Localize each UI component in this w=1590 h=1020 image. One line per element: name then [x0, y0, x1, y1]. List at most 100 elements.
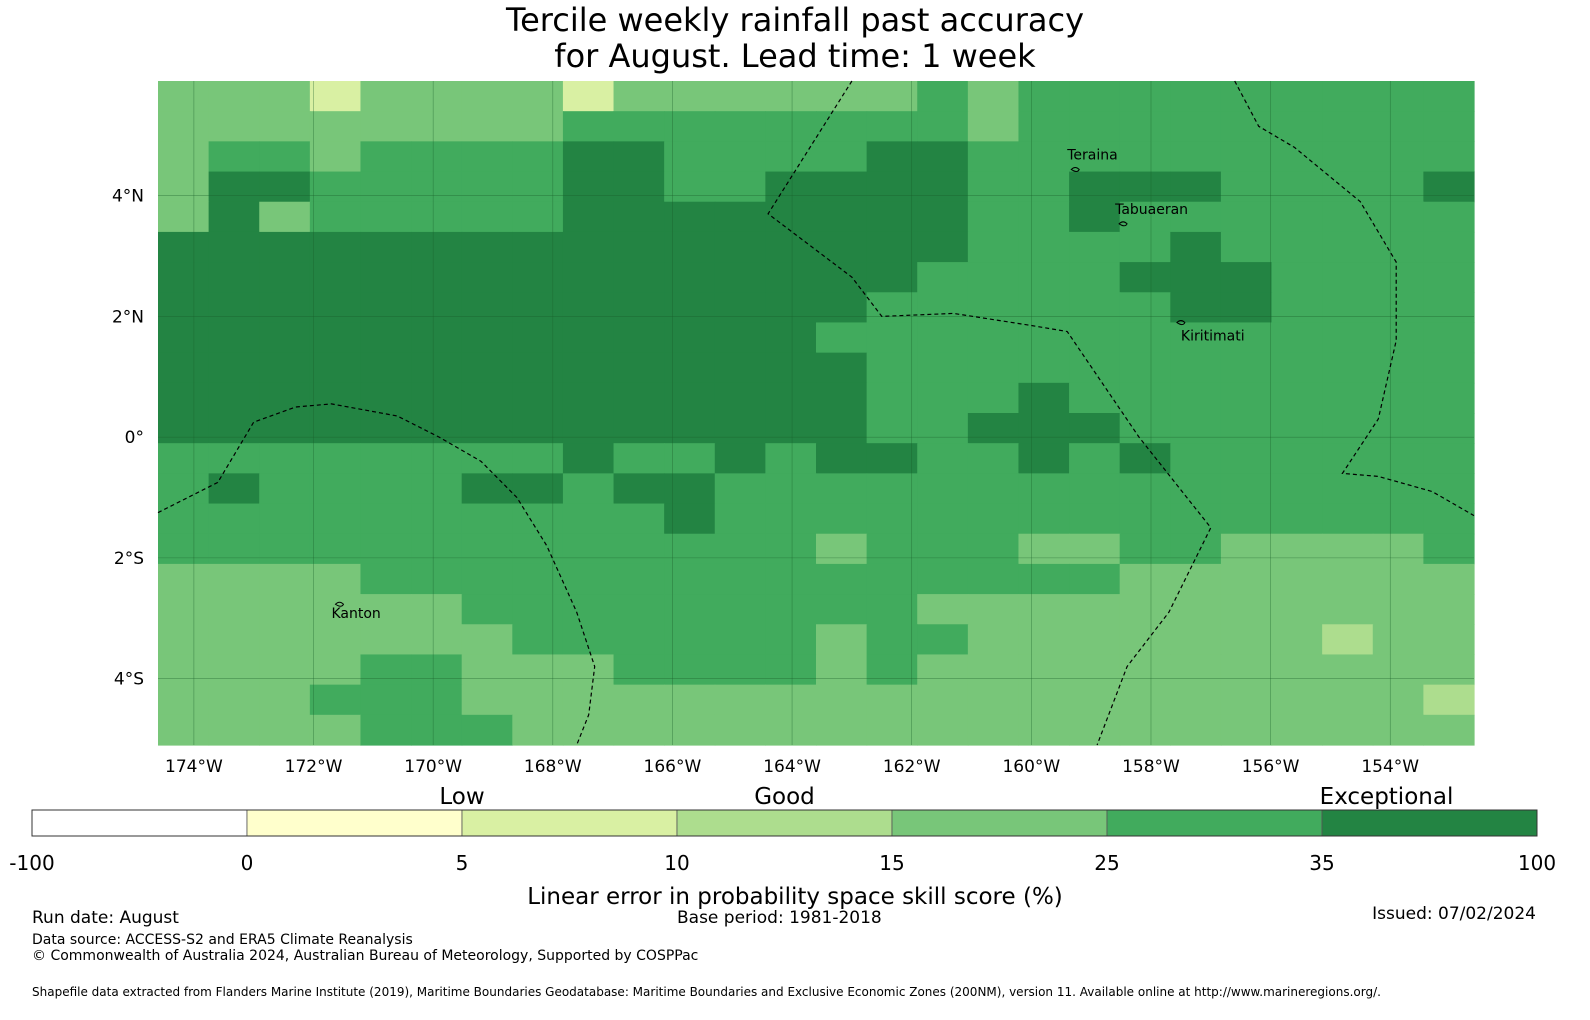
skill-cell [866, 352, 918, 384]
skill-cell [208, 654, 260, 686]
skill-cell [1271, 563, 1323, 595]
skill-cell [1423, 413, 1475, 444]
skill-cell [1220, 624, 1273, 656]
skill-cell [613, 473, 665, 505]
teraina-outline [1070, 166, 1080, 172]
skill-cell [866, 322, 918, 354]
skill-cell [765, 231, 817, 263]
skill-cell [714, 141, 766, 173]
skill-cell [1170, 473, 1222, 505]
lon-tick-label: 172°W [285, 757, 343, 777]
skill-cell [1119, 443, 1171, 474]
skill-cell [714, 654, 766, 686]
skill-cell [1372, 111, 1424, 142]
skill-cell [360, 473, 412, 505]
skill-cell [917, 624, 969, 656]
skill-cell [360, 443, 412, 474]
skill-cell [967, 382, 1020, 414]
skill-cell [158, 382, 210, 414]
skill-cell [613, 594, 665, 625]
skill-cell [259, 714, 311, 746]
skill-cell [917, 684, 969, 716]
skill-cell [765, 292, 817, 324]
skill-cell [1271, 503, 1323, 535]
skill-cell [158, 171, 210, 203]
skill-cell [1271, 714, 1323, 746]
skill-cell [360, 231, 412, 263]
skill-cell [917, 473, 969, 505]
skill-cell [664, 563, 716, 595]
skill-cell [765, 413, 817, 444]
skill-cell [967, 292, 1020, 324]
skill-cell [411, 111, 463, 142]
colorbar [31, 809, 1538, 837]
lat-tick-label: 2°N [112, 307, 144, 327]
colorbar-bin [1321, 809, 1538, 837]
skill-cell [309, 111, 362, 142]
skill-cell [917, 654, 969, 686]
skill-cell [1220, 714, 1273, 746]
skill-cell [461, 382, 513, 414]
skill-cell [461, 563, 513, 595]
skill-cell [613, 684, 665, 716]
skill-cell [562, 503, 615, 535]
skill-cell [512, 654, 564, 686]
skill-cell [208, 413, 260, 444]
skill-cell [259, 533, 311, 565]
skill-cell [1271, 413, 1323, 444]
skill-cell [1220, 352, 1273, 384]
skill-cell [1018, 322, 1070, 354]
skill-cell [1322, 594, 1374, 625]
skill-cell [866, 684, 918, 716]
skill-cell [1069, 443, 1121, 474]
skill-cell [309, 201, 362, 233]
skill-cell [1322, 111, 1374, 142]
skill-cell [208, 503, 260, 535]
skill-cell [1018, 684, 1070, 716]
skill-cell [816, 654, 868, 686]
skill-cell [1372, 503, 1424, 535]
skill-cell [1018, 533, 1070, 565]
skill-cell [1119, 81, 1171, 112]
skill-cell [664, 714, 716, 746]
colorbar-bin [461, 809, 678, 837]
skill-cell [613, 141, 665, 173]
skill-cell [1119, 503, 1171, 535]
shapefile-credit: Shapefile data extracted from Flanders M… [32, 985, 1381, 999]
skill-cell [967, 594, 1020, 625]
skill-cell [562, 231, 615, 263]
skill-cell [1423, 111, 1475, 142]
lon-tick-label: 158°W [1122, 757, 1180, 777]
colorbar-bin [676, 809, 893, 837]
skill-cell [866, 201, 918, 233]
skill-cell [765, 654, 817, 686]
skill-cell [512, 141, 564, 173]
skill-cell [1372, 594, 1424, 625]
skill-cell [1271, 292, 1323, 324]
skill-cell [512, 714, 564, 746]
skill-cell [664, 81, 716, 112]
skill-cell [664, 292, 716, 324]
skill-cell [1372, 292, 1424, 324]
skill-cell [714, 382, 766, 414]
skill-cell [917, 231, 969, 263]
colorbar-bin [891, 809, 1108, 837]
lat-tick-label: 4°S [114, 670, 144, 690]
skill-cell [1372, 443, 1424, 474]
colorbar-tick-label: -100 [9, 851, 55, 875]
skill-cell [765, 533, 817, 565]
skill-cell [967, 201, 1020, 233]
skill-cell [1423, 503, 1475, 535]
skill-cell [309, 382, 362, 414]
skill-cell [461, 594, 513, 625]
eez-boundary-line [1234, 80, 1475, 517]
skill-cell [411, 654, 463, 686]
issued-date: Issued: 07/02/2024 [1372, 904, 1536, 924]
skill-cell [1119, 352, 1171, 384]
skill-cell [411, 382, 463, 414]
skill-cell [714, 292, 766, 324]
skill-cell [158, 292, 210, 324]
skill-cell [1322, 503, 1374, 535]
skill-cell [613, 563, 665, 595]
colorbar-tick-label: 0 [240, 851, 254, 875]
